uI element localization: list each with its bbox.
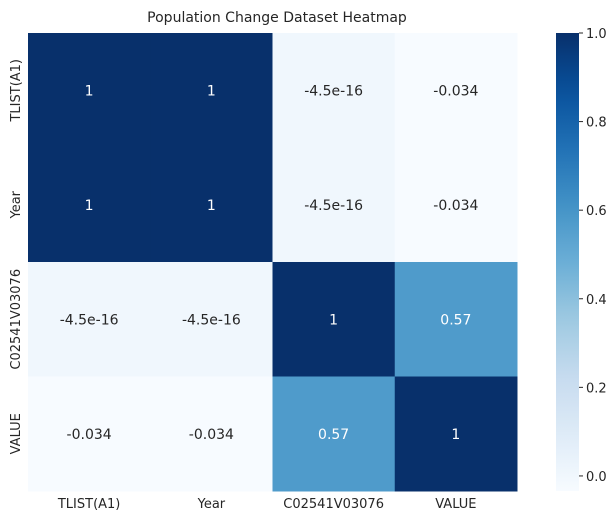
cell-annotation: -4.5e-16: [60, 312, 119, 328]
heatmap-cell: [150, 33, 273, 148]
cell-annotation: 1: [207, 83, 216, 99]
heatmap-cell: [150, 262, 273, 377]
y-tick-label: VALUE: [9, 413, 24, 454]
heatmap-cell: [28, 147, 151, 263]
chart-title: Population Change Dataset Heatmap: [147, 10, 407, 26]
cell-annotation: -4.5e-16: [182, 312, 241, 328]
x-tick-label: TLIST(A1): [57, 497, 121, 512]
cell-annotation: -0.034: [433, 198, 478, 214]
cell-annotation: -4.5e-16: [304, 83, 363, 99]
colorbar-tick-label: 0.8: [586, 116, 607, 131]
heatmap-cell: [28, 262, 151, 377]
colorbar-tick-label: 0.2: [586, 381, 607, 396]
colorbar-tick-label: 0.4: [586, 293, 607, 308]
colorbar-tick-label: 0.6: [586, 204, 607, 219]
heatmap-cell: [150, 147, 273, 263]
heatmap-cell: [28, 33, 151, 148]
heatmap-cell: [272, 33, 396, 148]
heatmap-cells: [28, 33, 518, 492]
cell-annotation: -0.034: [67, 427, 112, 443]
y-tick-label: C02541V03076: [9, 269, 24, 370]
cell-annotation: -0.034: [189, 427, 234, 443]
x-tick-label: VALUE: [435, 497, 476, 512]
x-tick-label: Year: [197, 497, 226, 512]
heatmap-cell: [394, 147, 518, 263]
y-tick-labels: TLIST(A1) Year C02541V03076 VALUE: [9, 59, 24, 454]
heatmap-cell: [394, 33, 518, 148]
colorbar-gradient: [556, 33, 579, 491]
cell-annotation: 1: [85, 83, 94, 99]
y-tick-label: Year: [9, 190, 24, 219]
cell-annotation: 1: [329, 312, 338, 328]
heatmap-cell: [394, 262, 518, 377]
heatmap-cell: [394, 376, 518, 492]
heatmap-cell: [272, 262, 396, 377]
cell-annotation: -0.034: [433, 83, 478, 99]
cell-annotation: 0.57: [318, 427, 349, 443]
cell-annotation: 1: [207, 198, 216, 214]
colorbar: 0.0 0.2 0.4 0.6 0.8 1.0: [556, 27, 607, 491]
cell-annotation: 1: [451, 427, 460, 443]
x-tick-labels: TLIST(A1) Year C02541V03076 VALUE: [57, 497, 477, 512]
cell-annotations: 1 1 -4.5e-16 -0.034 1 1 -4.5e-16 -0.034 -4.5e-16…: [60, 83, 479, 443]
cell-annotation: 1: [85, 198, 94, 214]
colorbar-tick-label: 1.0: [586, 27, 607, 42]
x-tick-label: C02541V03076: [283, 497, 384, 512]
heatmap-cell: [272, 147, 396, 263]
heatmap-cell: [272, 376, 396, 492]
colorbar-tick-label: 0.0: [586, 470, 607, 485]
heatmap-cell: [28, 376, 151, 492]
cell-annotation: -4.5e-16: [304, 198, 363, 214]
heatmap-cell: [150, 376, 273, 492]
y-tick-label: TLIST(A1): [9, 59, 24, 123]
cell-annotation: 0.57: [440, 312, 471, 328]
